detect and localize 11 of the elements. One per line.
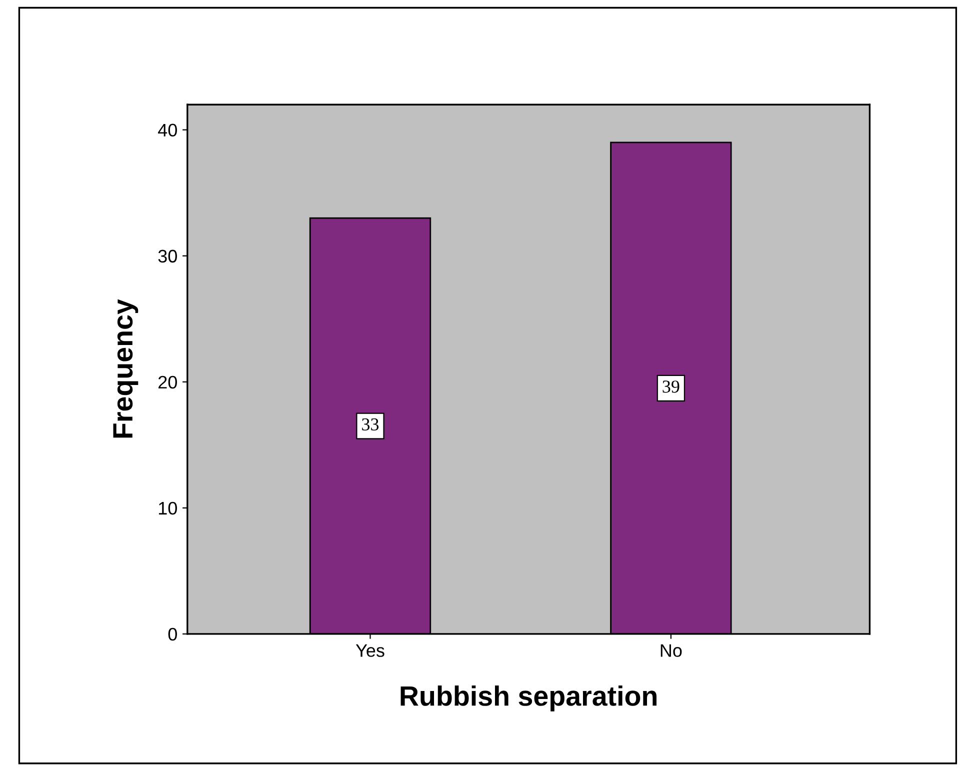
x-axis-title: Rubbish separation [400, 686, 656, 712]
y-tick-label: 20 [158, 376, 177, 389]
y-tick-label: 30 [158, 250, 177, 263]
y-tick-label: 10 [158, 502, 177, 515]
x-tick-label: No [660, 644, 682, 657]
y-axis-title: Frequency [113, 299, 138, 438]
data-label: 33 [362, 418, 379, 431]
y-tick-label: 0 [168, 628, 177, 641]
data-label: 39 [662, 380, 680, 393]
x-tick-label: Yes [356, 644, 384, 657]
y-tick-label: 40 [158, 124, 177, 137]
